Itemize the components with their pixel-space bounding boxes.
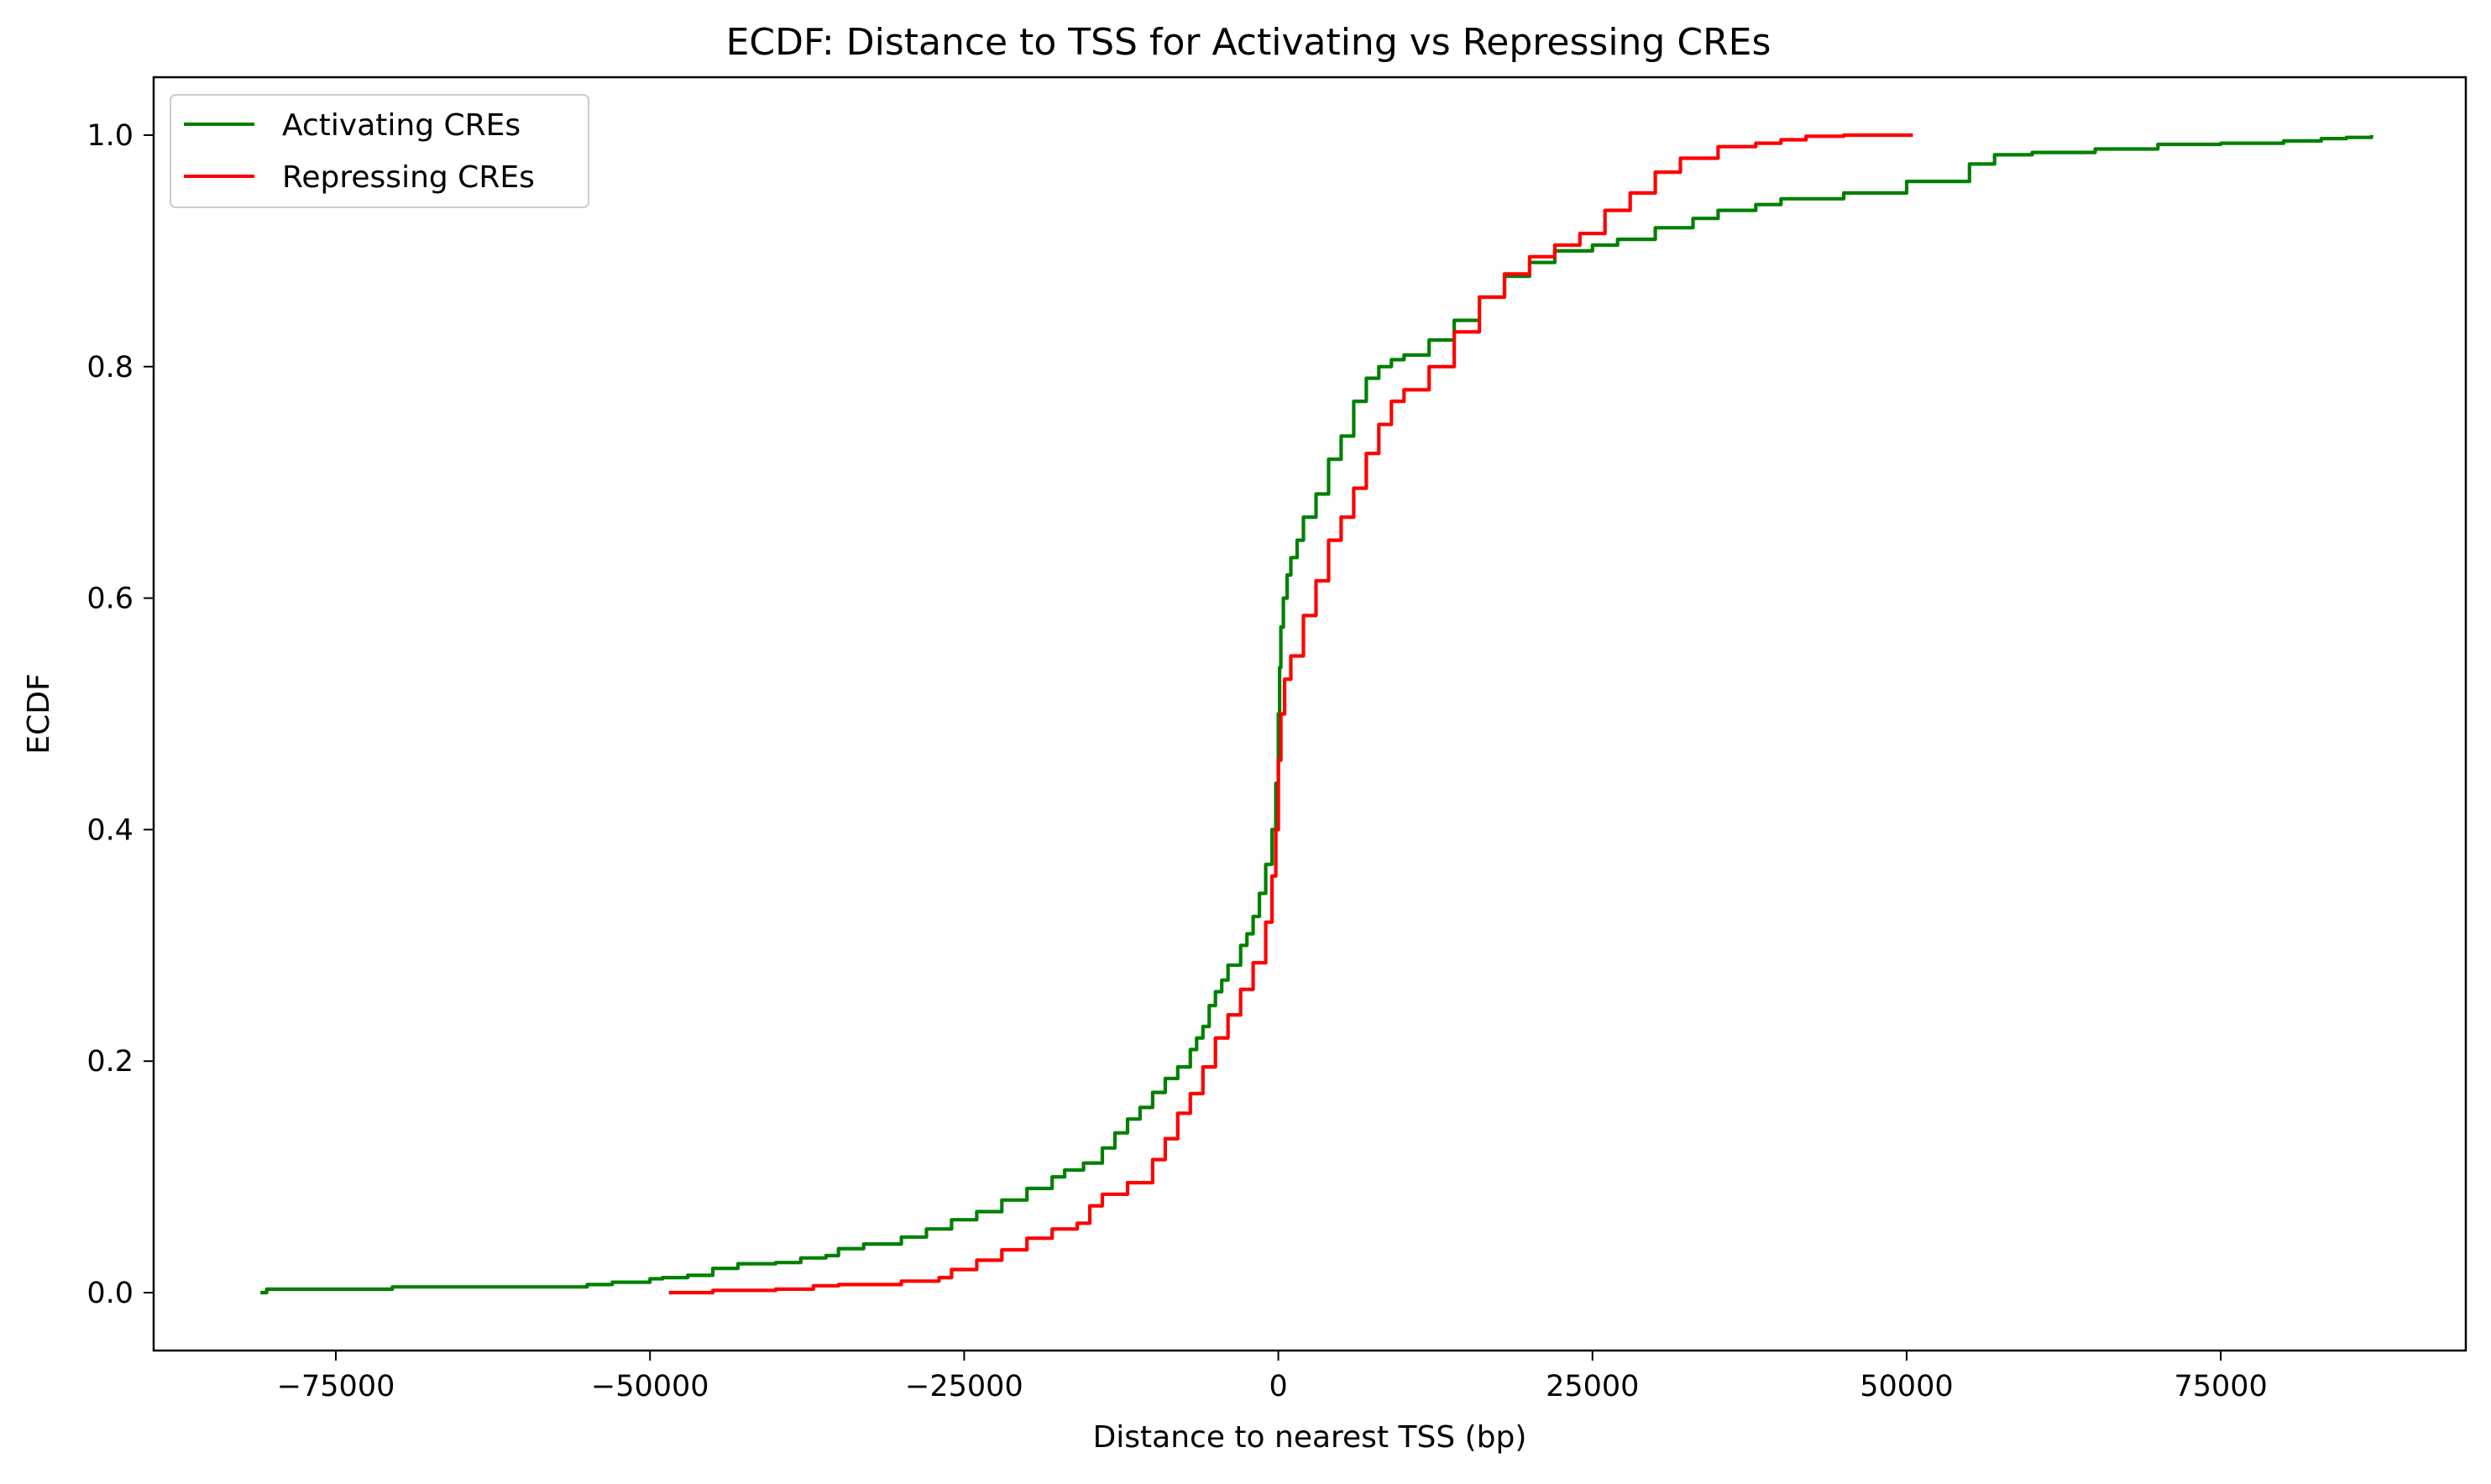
series-layer: [260, 133, 2373, 1295]
y-tick-label: 0.2: [86, 1045, 133, 1079]
x-axis-label: Distance to nearest TSS (bp): [1093, 1420, 1527, 1455]
y-tick-label: 0.8: [86, 351, 133, 384]
x-axis-ticks: −75000 −50000 −25000 0 25000 50000 75000: [277, 1351, 2268, 1403]
y-tick-label: 0.0: [86, 1277, 133, 1310]
x-tick-label: −25000: [905, 1370, 1023, 1403]
x-tick-label: −50000: [591, 1370, 709, 1403]
y-axis-label: ECDF: [22, 673, 56, 754]
y-tick-label: 0.4: [86, 813, 133, 847]
x-tick-label: −75000: [277, 1370, 395, 1403]
axes-frame: [152, 76, 2467, 1352]
legend-label-activating: Activating CREs: [282, 108, 521, 143]
legend-box: [170, 94, 589, 208]
x-tick-label: 0: [1269, 1370, 1287, 1403]
x-tick-label: 50000: [1860, 1370, 1953, 1403]
chart-title: ECDF: Distance to TSS for Activating vs …: [726, 21, 1771, 64]
series-line-activating: [260, 135, 2373, 1295]
legend: Activating CREs Repressing CREs: [170, 94, 589, 208]
x-tick-label: 25000: [1546, 1370, 1639, 1403]
y-axis-ticks: 0.0 0.2 0.4 0.6 0.8 1.0: [86, 119, 154, 1310]
series-line-repressing: [668, 133, 1913, 1295]
legend-label-repressing: Repressing CREs: [282, 160, 535, 195]
plot-area: [152, 76, 2467, 1352]
y-tick-label: 0.6: [86, 583, 133, 616]
y-tick-label: 1.0: [86, 119, 133, 153]
x-tick-label: 75000: [2174, 1370, 2267, 1403]
